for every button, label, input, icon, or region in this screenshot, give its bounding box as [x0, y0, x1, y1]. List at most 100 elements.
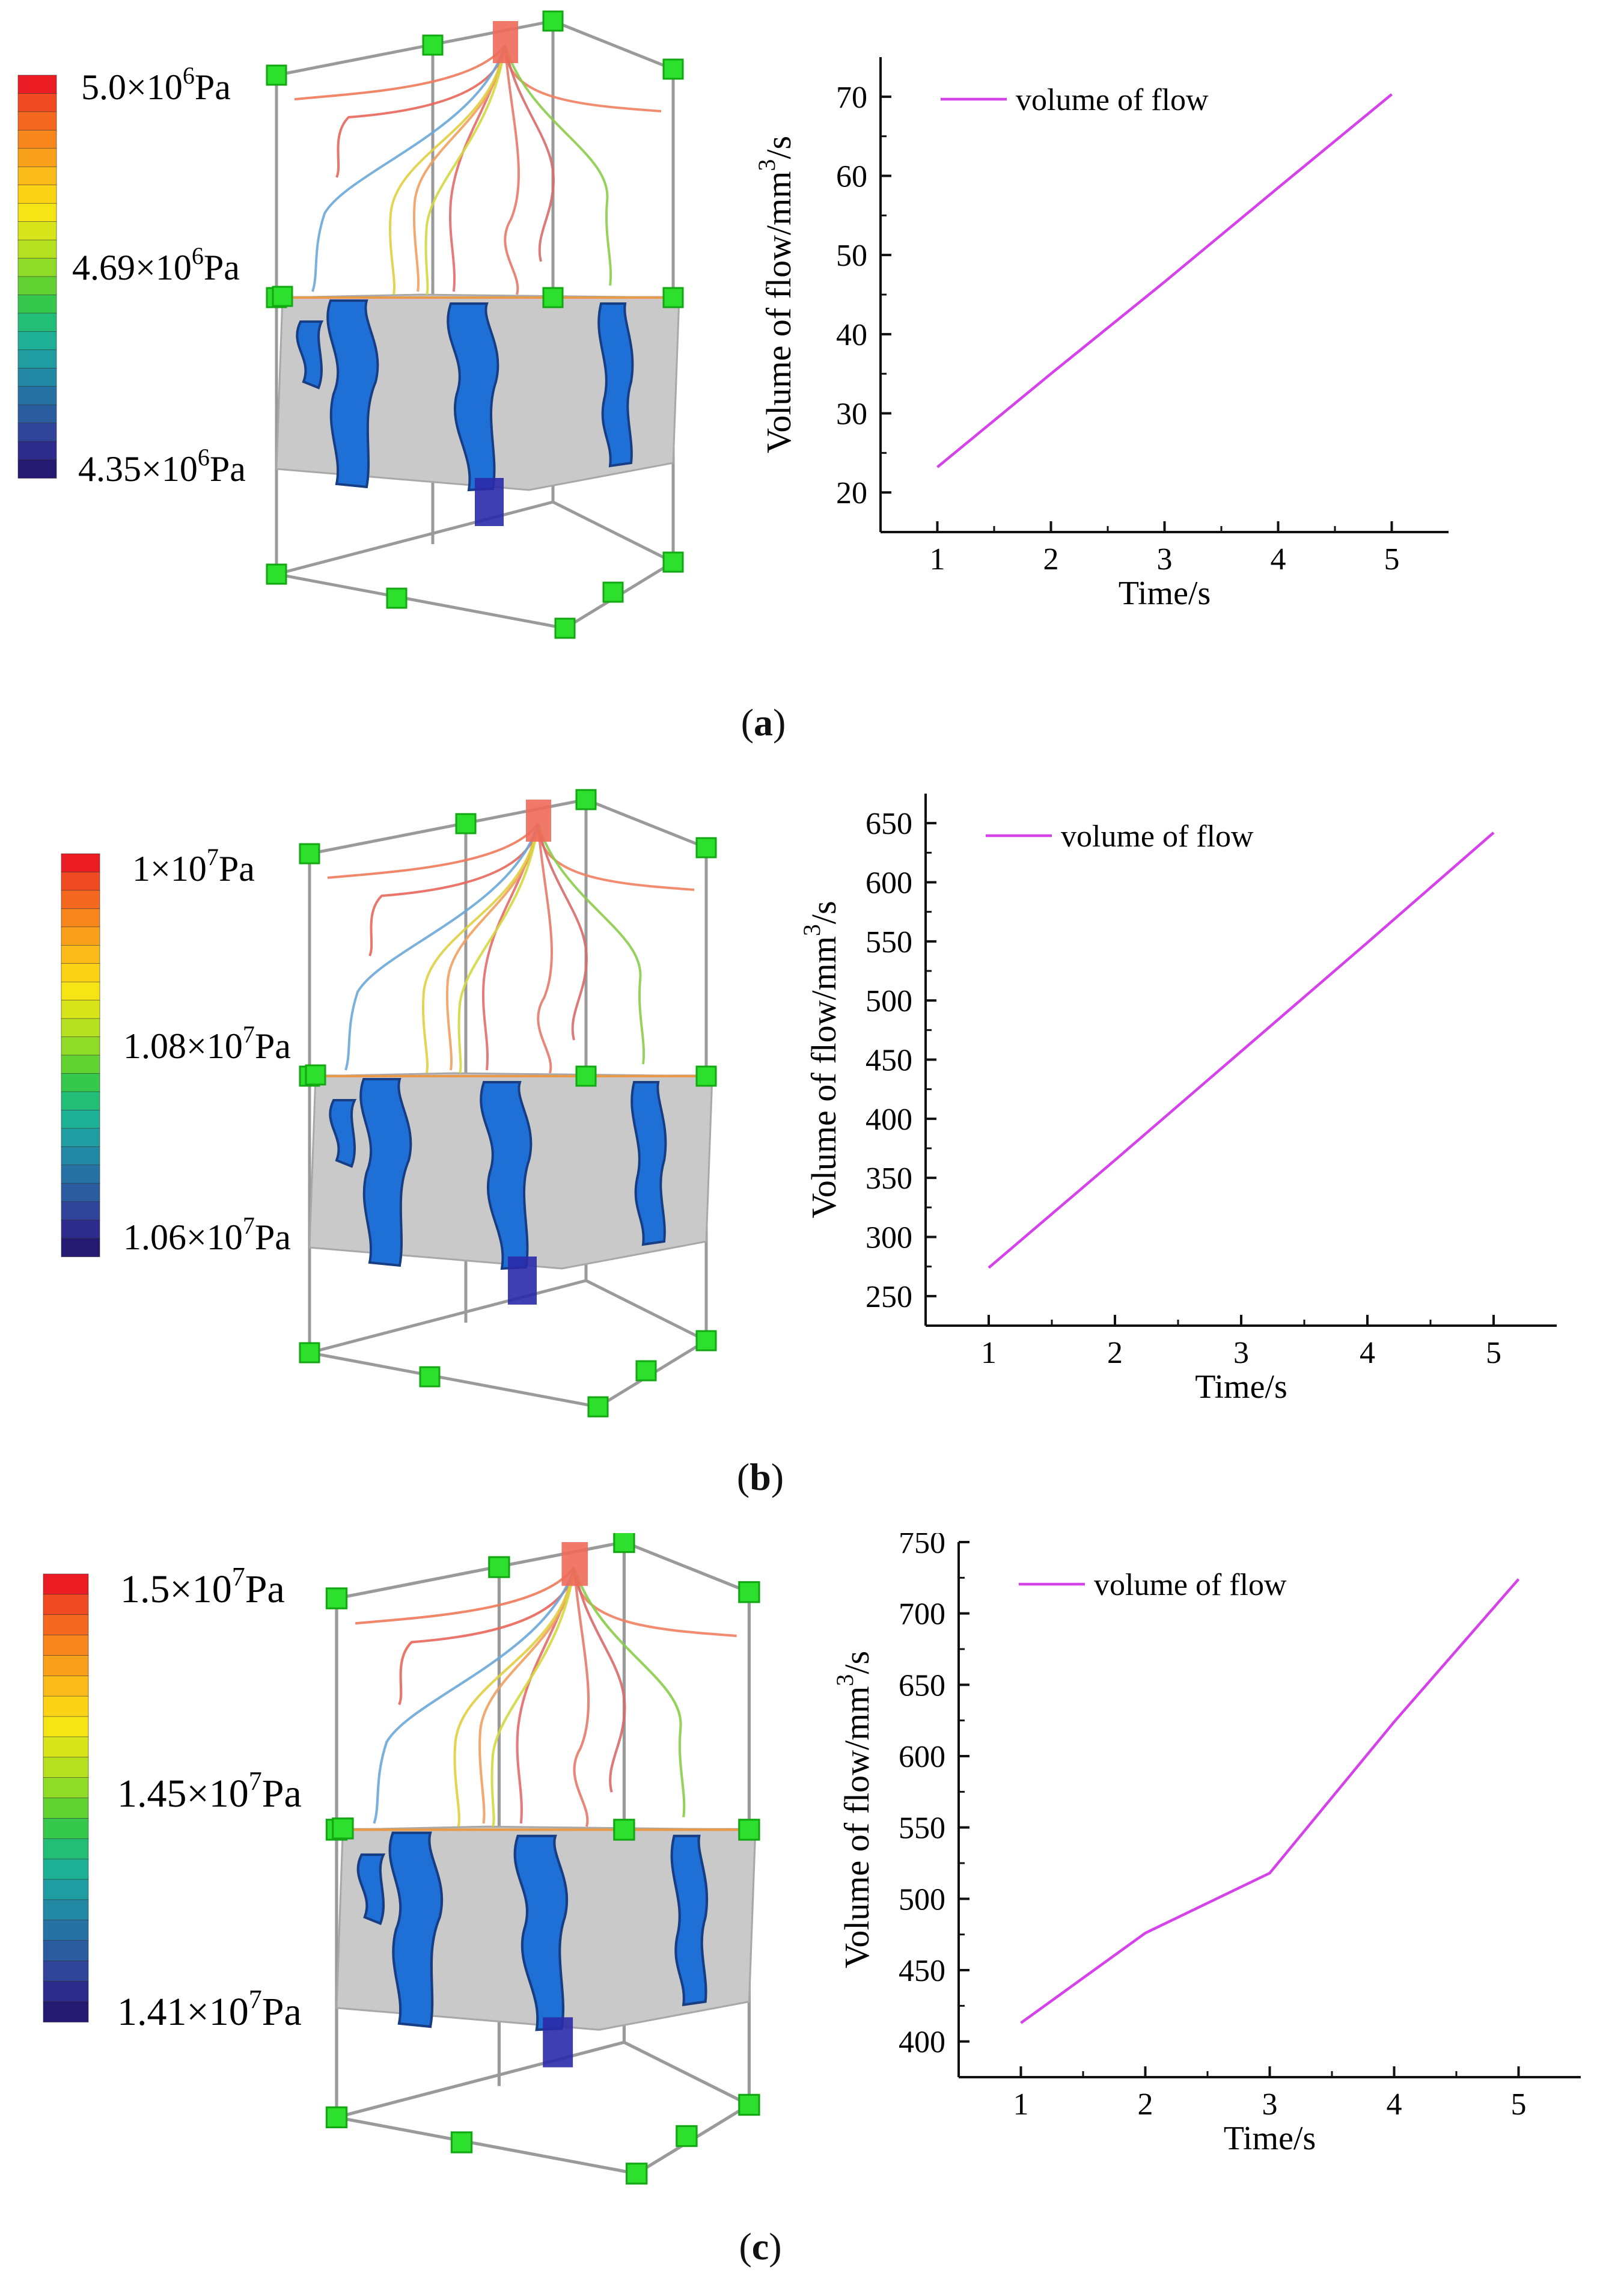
- frame-edge: [552, 500, 674, 564]
- colorbar-a-mid-label: 4.69×106Pa: [72, 242, 240, 287]
- streamline: [573, 1566, 686, 1817]
- streamline: [421, 823, 539, 1074]
- colorbar-segment: [43, 1920, 89, 1941]
- colorbar-segment: [17, 441, 57, 461]
- x-tick-label: 4: [1271, 542, 1286, 577]
- colorbar-segment: [43, 1695, 89, 1717]
- colorbar-b-bottom-label: 1.06×107Pa: [123, 1212, 291, 1257]
- colorbar-segment: [61, 1055, 100, 1074]
- streamline: [537, 823, 646, 1065]
- x-tick-label: 3: [1262, 2087, 1278, 2122]
- frame-node: [575, 789, 597, 810]
- colorbar-segment: [43, 1858, 89, 1880]
- streamline: [573, 1567, 590, 1827]
- colorbar-segment: [61, 1073, 100, 1092]
- y-tick-label: 60: [836, 160, 867, 194]
- streamline: [355, 1566, 575, 1625]
- y-axis-label: Volume of flow/mm3/s: [753, 136, 798, 453]
- colorbar-c-top-label: 1.5×107Pa: [120, 1562, 285, 1611]
- streamline: [327, 822, 539, 879]
- frame-edge: [552, 19, 674, 71]
- colorbar-segment: [17, 130, 57, 149]
- colorbar-segment: [43, 1777, 89, 1799]
- colorbar-segment: [17, 111, 57, 131]
- y-axis-label: Volume of flow/mm3/s: [831, 1651, 876, 1968]
- y-tick-label: 750: [899, 1533, 945, 1560]
- frame-edge: [276, 500, 554, 576]
- streamline: [311, 44, 506, 292]
- frame-node: [738, 1581, 760, 1603]
- colorbar-segment: [43, 1980, 89, 2002]
- colorbar-segment: [61, 1018, 100, 1038]
- streamline: [335, 44, 506, 178]
- y-axis-label: Volume of flow/mm3/s: [798, 901, 843, 1218]
- streamline: [457, 823, 539, 1074]
- streamline: [504, 44, 612, 286]
- streamline: [368, 823, 539, 957]
- colorbar-segment: [17, 313, 57, 332]
- frame-node: [455, 813, 477, 834]
- pore-channel: [329, 1099, 357, 1168]
- y-tick-label: 650: [899, 1668, 945, 1703]
- x-tick-label: 4: [1360, 1336, 1375, 1370]
- pore-channel: [326, 299, 379, 489]
- colorbar-segment: [61, 1219, 100, 1239]
- frame-node: [332, 1817, 354, 1840]
- panel-c: 1.5×107Pa 1.45×107Pa 1.41×107Pa 1 2 3 4 5 400…: [0, 1533, 1600, 2296]
- panel-a-graphics: 5.0×106Pa 4.69×106Pa 4.35×106Pa 1 2 3 4 5 20 3…: [17, 10, 1449, 639]
- colorbar-segment: [61, 1000, 100, 1019]
- frame-edge: [309, 1351, 599, 1409]
- y-tick-label: 500: [866, 984, 912, 1018]
- outlet-tube: [543, 2017, 573, 2068]
- colorbar-segment: [61, 1165, 100, 1184]
- y-tick-label: 450: [899, 1954, 945, 1988]
- colorbar-segment: [61, 872, 100, 891]
- x-tick-label: 2: [1043, 542, 1059, 577]
- colorbar-segment: [43, 1614, 89, 1636]
- streamline: [504, 44, 520, 295]
- pore-channel: [597, 302, 634, 468]
- frame-node: [299, 1342, 320, 1364]
- colorbar-segment: [61, 963, 100, 982]
- simulation-illustration-c: [325, 1533, 760, 2185]
- frame-node: [542, 287, 564, 308]
- panel-a: 5.0×106Pa 4.69×106Pa 4.35×106Pa 1 2 3 4 5 20 3…: [0, 0, 1600, 758]
- frame-node: [662, 287, 684, 308]
- y-tick-label: 400: [866, 1103, 912, 1137]
- frame-edge: [336, 2040, 625, 2119]
- y-tick-label: 30: [836, 397, 867, 432]
- y-tick-label: 350: [866, 1162, 912, 1196]
- frame-node: [542, 10, 564, 32]
- frame-node: [662, 58, 684, 80]
- y-tick-label: 600: [866, 866, 912, 901]
- colorbar-a: [17, 75, 57, 479]
- frame-node: [554, 617, 576, 639]
- colorbar-segment: [43, 1757, 89, 1778]
- streamline: [504, 44, 555, 262]
- frame-node: [695, 837, 717, 859]
- simulation-illustration-a: [266, 10, 684, 639]
- streamline: [412, 44, 506, 292]
- colorbar-segment: [61, 853, 100, 873]
- flow-chart-a: 1 2 3 4 5 20 30 40 50 60 70 Time/s Volume of flow/mm…: [753, 57, 1449, 612]
- colorbar-segment: [17, 93, 57, 112]
- frame-node: [695, 1065, 717, 1087]
- pore-channel: [631, 1081, 667, 1246]
- colorbar-segment: [61, 1238, 100, 1257]
- colorbar-segment: [17, 423, 57, 442]
- subfigure-label-a: (a): [740, 701, 786, 744]
- colorbar-segment: [43, 1676, 89, 1697]
- x-axis-label: Time/s: [1119, 575, 1211, 612]
- frame-edge: [309, 1279, 587, 1355]
- pore-channel: [388, 1831, 444, 2028]
- frame-node: [738, 2093, 760, 2116]
- x-tick-label: 5: [1384, 542, 1400, 577]
- legend-label: volume of flow: [1016, 83, 1209, 117]
- y-tick-label: 600: [899, 1740, 945, 1774]
- frame-node: [613, 1533, 635, 1554]
- outlet-tube: [508, 1257, 537, 1305]
- streamline: [490, 1567, 576, 1827]
- colorbar-segment: [17, 148, 57, 168]
- frame-node: [587, 1396, 609, 1418]
- colorbar-segment: [43, 1961, 89, 1982]
